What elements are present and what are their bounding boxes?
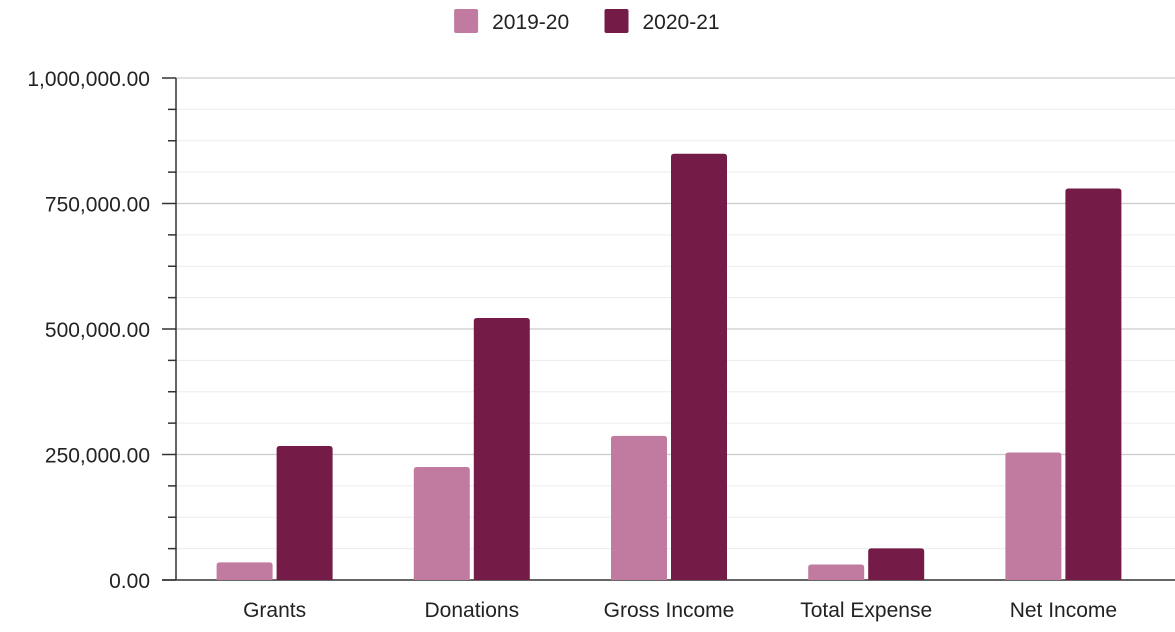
bar-2020-21-grants <box>276 445 333 580</box>
legend-swatch <box>604 9 629 33</box>
y-tick-label: 0.00 <box>109 570 150 593</box>
bar-2019-20-grants <box>216 562 273 580</box>
bar-2020-21-net-income <box>1065 188 1122 580</box>
legend-label: 2019-20 <box>492 11 569 34</box>
bar-2019-20-gross-income <box>611 435 667 580</box>
y-tick-label: 1,000,000.00 <box>27 68 150 91</box>
bar-2020-21-gross-income <box>671 153 727 580</box>
bar-2019-20-net-income <box>1005 452 1062 580</box>
legend-item: 2019-20 <box>454 9 569 34</box>
x-tick-label: Donations <box>425 599 520 622</box>
y-tick-label: 750,000.00 <box>45 194 150 217</box>
bar-2020-21-donations <box>473 317 530 580</box>
bar-2019-20-total-expense <box>808 564 865 580</box>
x-tick-label: Net Income <box>1010 599 1117 622</box>
y-tick-label: 500,000.00 <box>45 319 150 342</box>
legend-swatch <box>454 9 479 33</box>
y-tick-label: 250,000.00 <box>45 445 150 468</box>
bar-2019-20-donations <box>413 467 470 580</box>
legend-label: 2020-21 <box>643 11 720 34</box>
legend-item: 2020-21 <box>604 9 720 34</box>
bar-2020-21-total-expense <box>868 548 925 580</box>
x-tick-label: Gross Income <box>604 599 735 622</box>
x-tick-label: Grants <box>243 599 306 622</box>
labels-layer: 0.00 250,000.00 500,000.00 750,000.00 1,000,… <box>27 68 1117 622</box>
x-tick-label: Total Expense <box>800 599 932 622</box>
legend: 2019-20 2020-21 <box>454 9 720 34</box>
bars-layer <box>216 153 1122 580</box>
